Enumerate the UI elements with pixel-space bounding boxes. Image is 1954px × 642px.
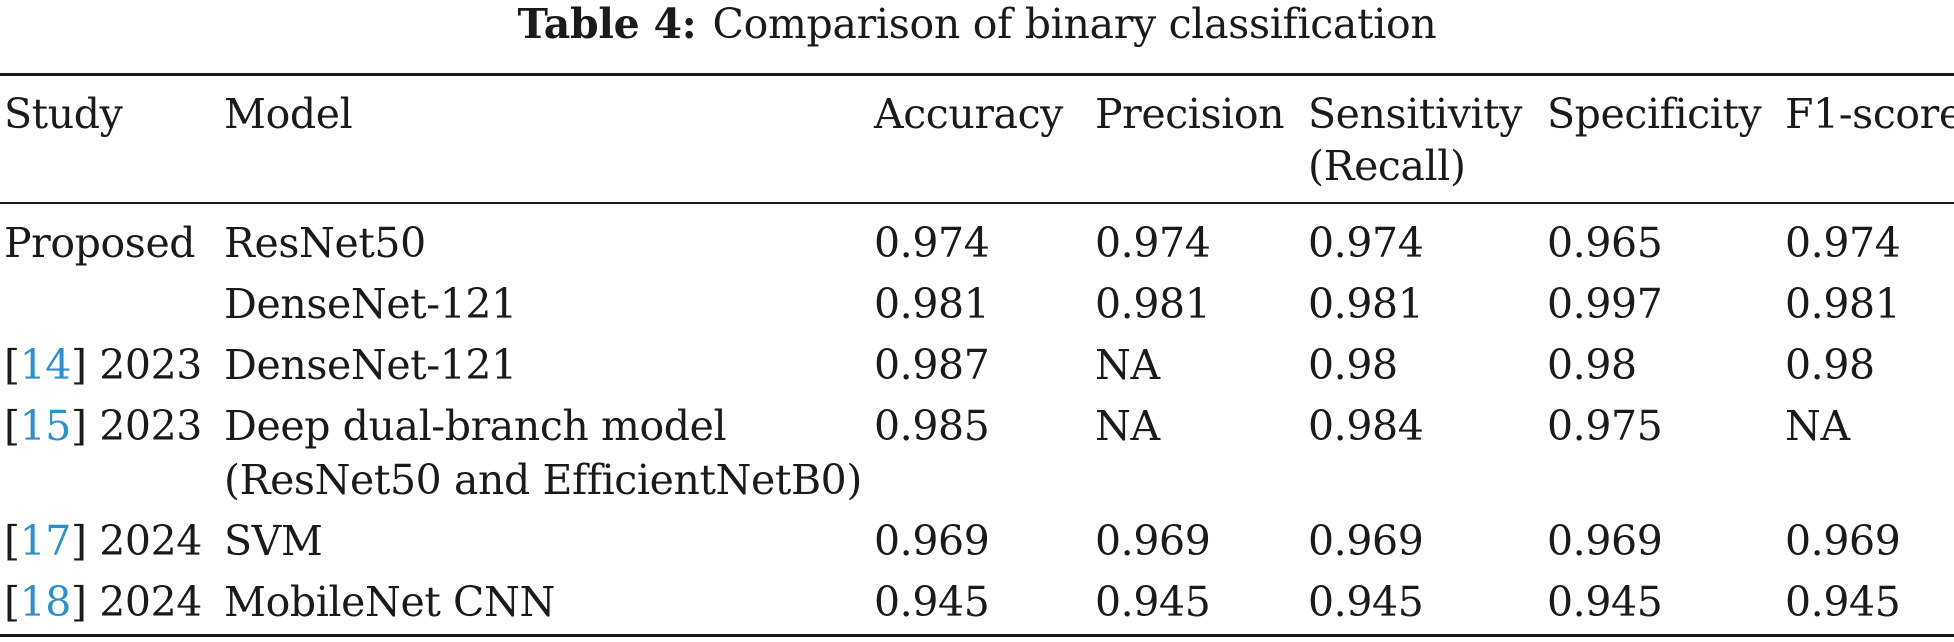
header-study: Study <box>4 90 123 138</box>
cell-f1: 0.98 <box>1785 341 1875 389</box>
table-bottom-rule <box>0 634 1954 637</box>
cell-model: MobileNet CNN <box>224 578 555 626</box>
cell-precision: NA <box>1095 341 1160 389</box>
cell-study: [15] 2023 <box>4 402 202 450</box>
cell-model-line2: (ResNet50 and EfficientNetB0) <box>224 456 862 504</box>
cell-accuracy: 0.985 <box>874 402 990 450</box>
header-precision: Precision <box>1095 90 1285 138</box>
cell-accuracy: 0.969 <box>874 517 990 565</box>
cell-model: DenseNet-121 <box>224 341 517 389</box>
cell-accuracy: 0.987 <box>874 341 990 389</box>
cell-accuracy: 0.945 <box>874 578 990 626</box>
reference-link[interactable]: 18 <box>19 578 72 626</box>
cell-study: [17] 2024 <box>4 517 202 565</box>
table-header-rule <box>0 202 1954 204</box>
cell-sensitivity: 0.969 <box>1308 517 1424 565</box>
cell-accuracy: 0.981 <box>874 280 990 328</box>
header-f1: F1-score <box>1785 90 1954 138</box>
cell-f1: 0.981 <box>1785 280 1901 328</box>
cell-precision: 0.981 <box>1095 280 1211 328</box>
cell-specificity: 0.969 <box>1547 517 1663 565</box>
cell-sensitivity: 0.984 <box>1308 402 1424 450</box>
cell-sensitivity: 0.974 <box>1308 219 1424 267</box>
cell-year: 2024 <box>99 517 202 565</box>
cell-specificity: 0.945 <box>1547 578 1663 626</box>
cell-model: Deep dual-branch model <box>224 402 727 450</box>
cell-precision: 0.945 <box>1095 578 1211 626</box>
header-sensitivity: Sensitivity <box>1308 90 1523 138</box>
header-model: Model <box>224 90 353 138</box>
cell-year: 2024 <box>99 578 202 626</box>
cell-sensitivity: 0.98 <box>1308 341 1398 389</box>
caption-text: Comparison of binary classification <box>712 0 1437 48</box>
reference-link[interactable]: 15 <box>19 402 72 450</box>
header-specificity: Specificity <box>1547 90 1762 138</box>
cell-accuracy: 0.974 <box>874 219 990 267</box>
header-sensitivity-sub: (Recall) <box>1308 142 1466 190</box>
cell-sensitivity: 0.945 <box>1308 578 1424 626</box>
cell-sensitivity: 0.981 <box>1308 280 1424 328</box>
cell-year: 2023 <box>99 402 202 450</box>
cell-specificity: 0.98 <box>1547 341 1637 389</box>
cell-model: ResNet50 <box>224 219 426 267</box>
cell-model: SVM <box>224 517 323 565</box>
table-caption: Table 4: Comparison of binary classificat… <box>0 0 1954 48</box>
cell-study: [18] 2024 <box>4 578 202 626</box>
reference-link[interactable]: 17 <box>19 517 72 565</box>
cell-year: 2023 <box>99 341 202 389</box>
cell-specificity: 0.997 <box>1547 280 1663 328</box>
cell-model: DenseNet-121 <box>224 280 517 328</box>
cell-f1: 0.969 <box>1785 517 1901 565</box>
cell-f1: 0.974 <box>1785 219 1901 267</box>
reference-link[interactable]: 14 <box>19 341 72 389</box>
cell-study: Proposed <box>4 219 196 267</box>
cell-precision: 0.974 <box>1095 219 1211 267</box>
table-top-rule <box>0 73 1954 76</box>
cell-precision: 0.969 <box>1095 517 1211 565</box>
cell-f1: NA <box>1785 402 1850 450</box>
cell-study: [14] 2023 <box>4 341 202 389</box>
caption-label: Table 4: <box>517 0 697 48</box>
header-accuracy: Accuracy <box>874 90 1063 138</box>
cell-specificity: 0.975 <box>1547 402 1663 450</box>
cell-specificity: 0.965 <box>1547 219 1663 267</box>
cell-f1: 0.945 <box>1785 578 1901 626</box>
cell-precision: NA <box>1095 402 1160 450</box>
